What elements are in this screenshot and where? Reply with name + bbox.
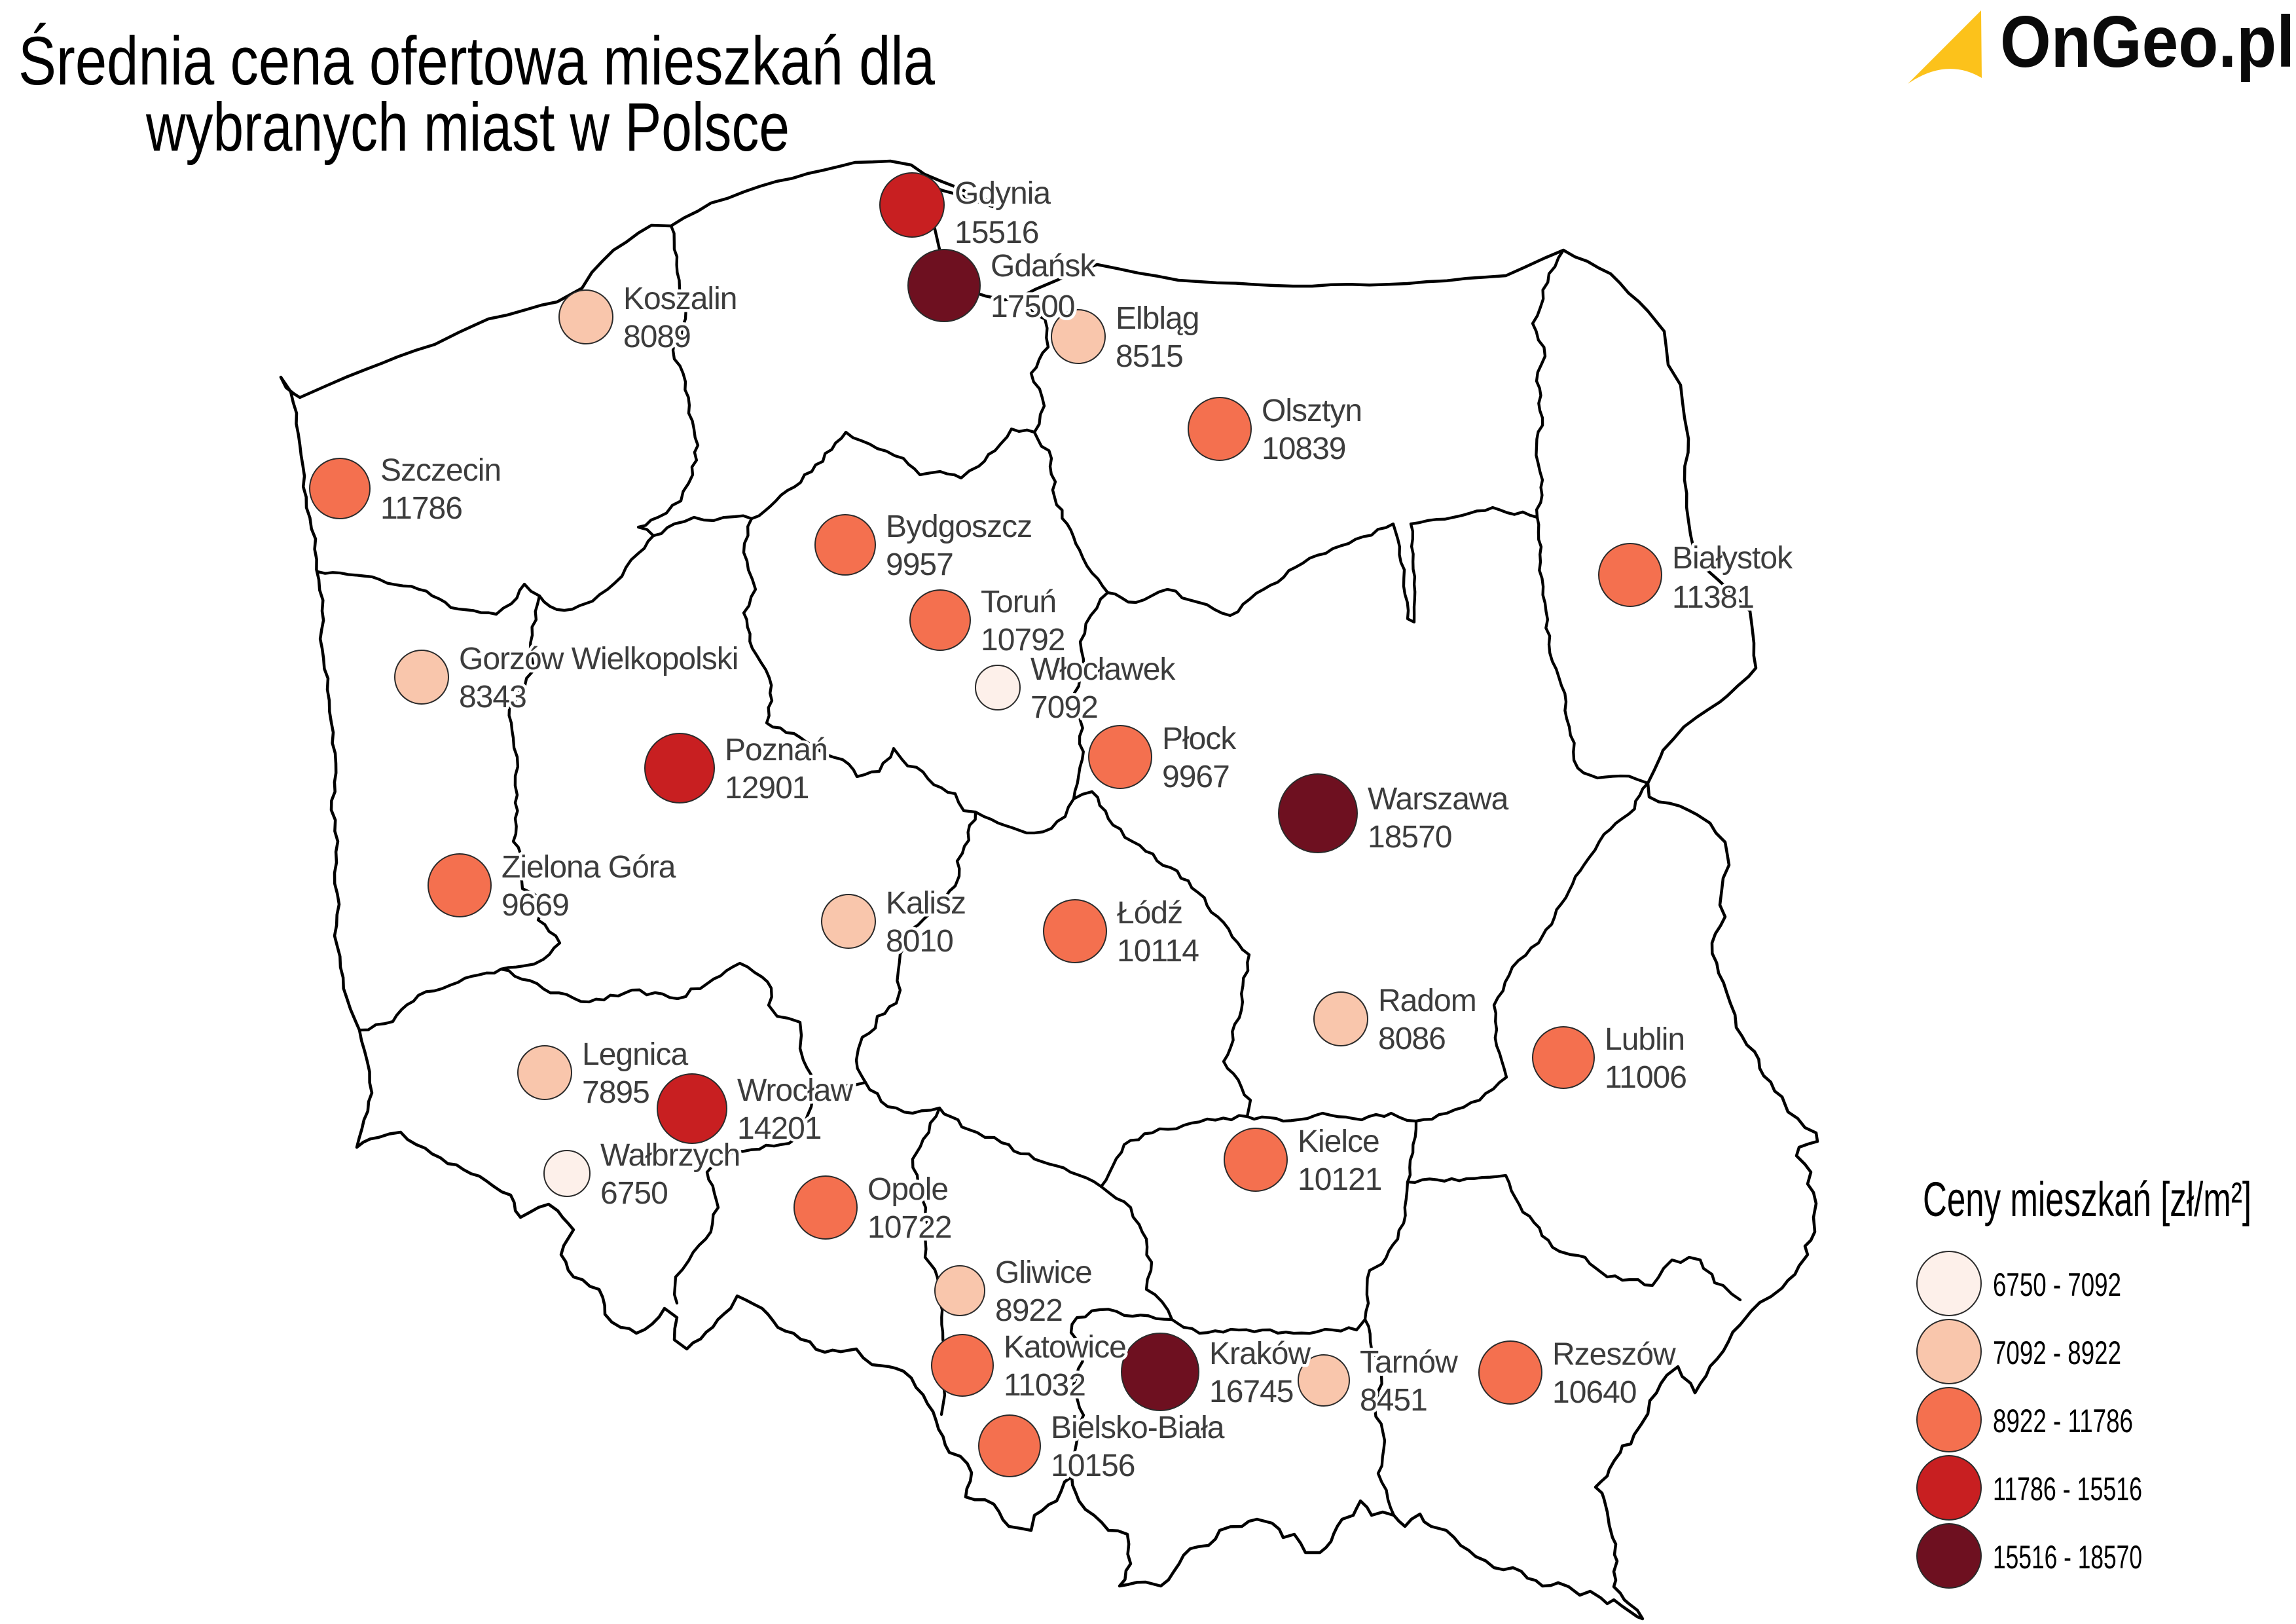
svg-text:10839: 10839 <box>1262 432 1345 466</box>
svg-text:Bielsko-Biała: Bielsko-Biała <box>1051 1411 1225 1445</box>
svg-text:Elbląg: Elbląg <box>1116 301 1199 336</box>
svg-text:Olsztyn: Olsztyn <box>1262 394 1362 428</box>
svg-text:Białystok: Białystok <box>1672 541 1793 576</box>
svg-text:8343: 8343 <box>459 680 526 714</box>
svg-text:Gdańsk: Gdańsk <box>991 249 1096 284</box>
svg-text:Kielce: Kielce <box>1298 1124 1379 1159</box>
svg-text:Kalisz: Kalisz <box>886 886 966 921</box>
svg-text:9957: 9957 <box>886 547 953 582</box>
svg-text:11381: 11381 <box>1672 580 1754 615</box>
svg-text:10792: 10792 <box>981 623 1065 657</box>
svg-text:Wrocław: Wrocław <box>737 1073 853 1108</box>
svg-text:11786 - 15516: 11786 - 15516 <box>1993 1471 2142 1507</box>
svg-text:7092 - 8922: 7092 - 8922 <box>1993 1335 2121 1371</box>
svg-text:Radom: Radom <box>1378 984 1476 1018</box>
svg-text:Legnica: Legnica <box>582 1037 688 1072</box>
svg-text:16745: 16745 <box>1209 1375 1293 1409</box>
svg-text:Opole: Opole <box>867 1172 948 1207</box>
svg-text:12901: 12901 <box>725 771 809 805</box>
svg-text:10156: 10156 <box>1051 1449 1135 1483</box>
svg-text:Łódź: Łódź <box>1117 896 1182 931</box>
svg-text:9967: 9967 <box>1162 760 1230 794</box>
svg-text:6750: 6750 <box>600 1176 668 1211</box>
svg-text:8922 - 11786: 8922 - 11786 <box>1993 1403 2133 1439</box>
svg-text:8515: 8515 <box>1116 339 1183 374</box>
svg-text:10114: 10114 <box>1117 934 1199 969</box>
svg-text:Wałbrzych: Wałbrzych <box>600 1138 740 1173</box>
svg-text:Gdynia: Gdynia <box>955 176 1051 211</box>
svg-text:Bydgoszcz: Bydgoszcz <box>886 509 1032 544</box>
svg-text:6750 - 7092: 6750 - 7092 <box>1993 1266 2121 1303</box>
svg-text:11032: 11032 <box>1004 1368 1085 1403</box>
svg-text:Lublin: Lublin <box>1605 1022 1685 1057</box>
svg-text:7092: 7092 <box>1030 690 1098 725</box>
svg-text:OnGeo.pl: OnGeo.pl <box>2000 1 2295 83</box>
svg-text:Płock: Płock <box>1162 722 1237 756</box>
svg-text:11786: 11786 <box>380 491 462 526</box>
svg-text:Ceny mieszkań [zł/m²]: Ceny mieszkań [zł/m²] <box>1923 1172 2251 1227</box>
svg-text:7895: 7895 <box>582 1075 649 1110</box>
svg-text:18570: 18570 <box>1368 820 1451 855</box>
svg-text:9669: 9669 <box>501 888 569 923</box>
svg-text:15516 - 18570: 15516 - 18570 <box>1993 1539 2142 1576</box>
svg-text:Toruń: Toruń <box>981 585 1056 619</box>
svg-text:Warszawa: Warszawa <box>1368 782 1509 817</box>
svg-text:8089: 8089 <box>623 320 691 354</box>
svg-text:14201: 14201 <box>737 1111 821 1146</box>
svg-text:17500: 17500 <box>991 289 1074 324</box>
svg-text:10640: 10640 <box>1552 1375 1636 1410</box>
svg-text:15516: 15516 <box>955 215 1038 250</box>
svg-text:10722: 10722 <box>867 1210 951 1245</box>
svg-text:Gorzów Wielkopolski: Gorzów Wielkopolski <box>459 642 738 676</box>
svg-text:Rzeszów: Rzeszów <box>1552 1337 1676 1372</box>
svg-text:Zielona Góra: Zielona Góra <box>501 850 676 885</box>
svg-text:Kraków: Kraków <box>1209 1337 1311 1371</box>
svg-text:Katowice: Katowice <box>1004 1330 1126 1365</box>
svg-text:8922: 8922 <box>995 1293 1063 1328</box>
svg-text:Średnia cena ofertowa mieszkań: Średnia cena ofertowa mieszkań dla <box>18 22 935 100</box>
svg-text:Gliwice: Gliwice <box>995 1255 1092 1290</box>
svg-text:Tarnów: Tarnów <box>1360 1345 1458 1380</box>
svg-text:8010: 8010 <box>886 924 953 959</box>
svg-text:8451: 8451 <box>1360 1383 1427 1418</box>
svg-text:Koszalin: Koszalin <box>623 282 737 316</box>
svg-text:wybranych miast w Polsce: wybranych miast w Polsce <box>145 89 790 166</box>
svg-text:11006: 11006 <box>1605 1060 1686 1095</box>
svg-text:10121: 10121 <box>1298 1162 1381 1197</box>
svg-text:Poznań: Poznań <box>725 733 828 767</box>
svg-text:8086: 8086 <box>1378 1022 1446 1056</box>
svg-text:Włocławek: Włocławek <box>1030 652 1176 687</box>
svg-text:Szczecin: Szczecin <box>380 453 501 488</box>
